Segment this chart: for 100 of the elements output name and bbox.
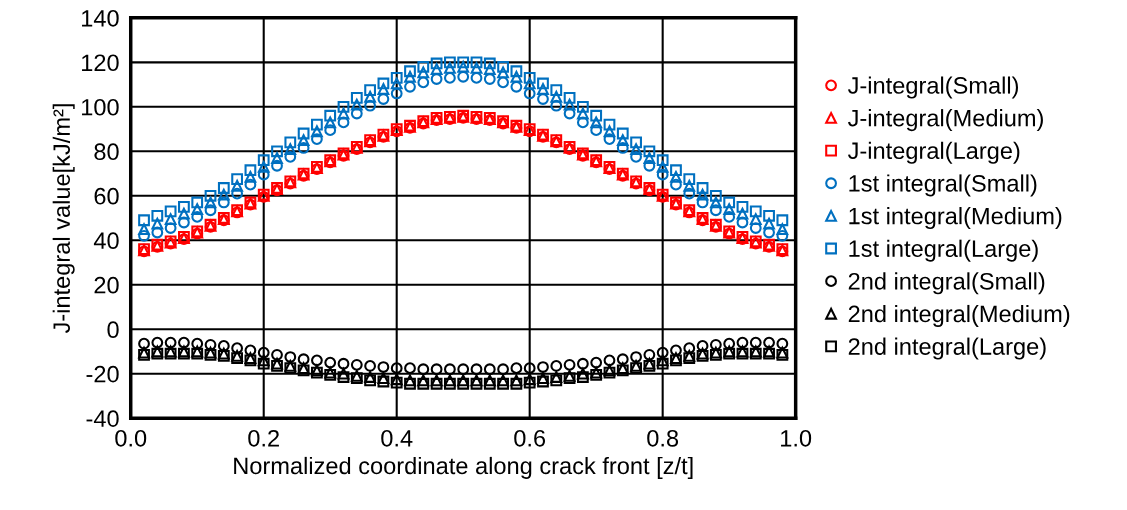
point	[470, 72, 483, 84]
point	[590, 116, 603, 129]
point	[563, 358, 576, 371]
point	[191, 211, 204, 223]
point	[217, 196, 230, 209]
point	[643, 152, 656, 164]
point	[576, 116, 589, 129]
point	[284, 143, 297, 155]
x-tick-label: 0.6	[514, 429, 546, 447]
point	[231, 187, 244, 200]
point	[178, 207, 190, 220]
point	[616, 353, 629, 366]
point	[563, 92, 576, 104]
point	[590, 356, 603, 369]
point	[324, 124, 337, 137]
point	[683, 187, 696, 200]
point	[204, 204, 217, 217]
legend-label: 2nd integral(Small)	[848, 272, 1045, 295]
point	[709, 189, 722, 202]
point	[550, 371, 563, 383]
point	[603, 354, 616, 367]
point	[430, 63, 443, 75]
point	[763, 226, 775, 239]
point	[271, 159, 283, 172]
point	[417, 60, 430, 73]
point	[497, 363, 509, 376]
point	[576, 100, 589, 113]
point	[736, 207, 749, 220]
point	[297, 127, 310, 140]
point	[404, 65, 416, 78]
x-axis-title: Normalized coordinate along crack front [z/t]	[234, 456, 693, 479]
point	[696, 182, 709, 194]
point	[257, 168, 270, 181]
point	[444, 72, 456, 84]
y-tick-label: 80	[94, 143, 119, 161]
point	[390, 72, 403, 84]
point	[603, 118, 616, 131]
point	[723, 203, 736, 216]
point	[670, 164, 682, 177]
point	[231, 179, 244, 192]
point	[603, 125, 616, 138]
point	[736, 216, 749, 229]
point	[444, 56, 456, 69]
point	[377, 83, 390, 95]
legend-label: J-integral(Small)	[847, 76, 1019, 99]
point	[510, 65, 523, 78]
point	[364, 374, 377, 387]
point	[749, 205, 762, 218]
point	[138, 214, 150, 227]
point	[164, 205, 177, 218]
point	[550, 360, 563, 372]
point	[297, 142, 310, 154]
point	[364, 84, 377, 97]
point	[271, 145, 283, 158]
y-axis-title: J-integral value[kJ/m²]	[52, 104, 75, 334]
point	[350, 92, 363, 104]
point	[749, 222, 762, 234]
point	[417, 76, 430, 89]
x-tick-label: 0.2	[248, 429, 279, 447]
point	[350, 98, 363, 111]
point	[696, 188, 709, 201]
point	[576, 107, 589, 120]
point	[656, 168, 669, 181]
y-tick-label: 40	[93, 232, 119, 250]
point	[616, 134, 629, 147]
point	[616, 142, 629, 154]
point	[776, 214, 789, 227]
point	[537, 83, 549, 95]
point	[311, 133, 323, 145]
point	[311, 118, 323, 131]
point	[523, 77, 536, 90]
point	[590, 109, 603, 122]
point	[670, 178, 682, 191]
legend-label: 1st integral(Large)	[849, 239, 1038, 262]
point	[377, 361, 390, 373]
point	[643, 348, 656, 361]
point	[350, 358, 363, 371]
point	[550, 99, 563, 112]
point	[430, 57, 443, 70]
point	[164, 222, 177, 234]
point	[630, 150, 642, 163]
point	[537, 361, 549, 373]
point	[271, 152, 283, 164]
legend-label: J-integral(Large)	[847, 141, 1020, 164]
point	[523, 87, 536, 100]
point	[337, 107, 350, 120]
point	[404, 70, 416, 83]
point	[244, 344, 257, 357]
point	[417, 363, 430, 376]
point	[138, 337, 150, 350]
point	[244, 164, 257, 177]
point	[244, 170, 257, 183]
point	[510, 70, 523, 83]
point	[470, 56, 483, 69]
point	[257, 160, 270, 173]
x-tick-label: 0.8	[647, 429, 679, 447]
point	[483, 363, 496, 376]
point	[178, 201, 190, 213]
point	[576, 357, 589, 370]
legend-label: 2nd integral(Large)	[848, 337, 1046, 360]
